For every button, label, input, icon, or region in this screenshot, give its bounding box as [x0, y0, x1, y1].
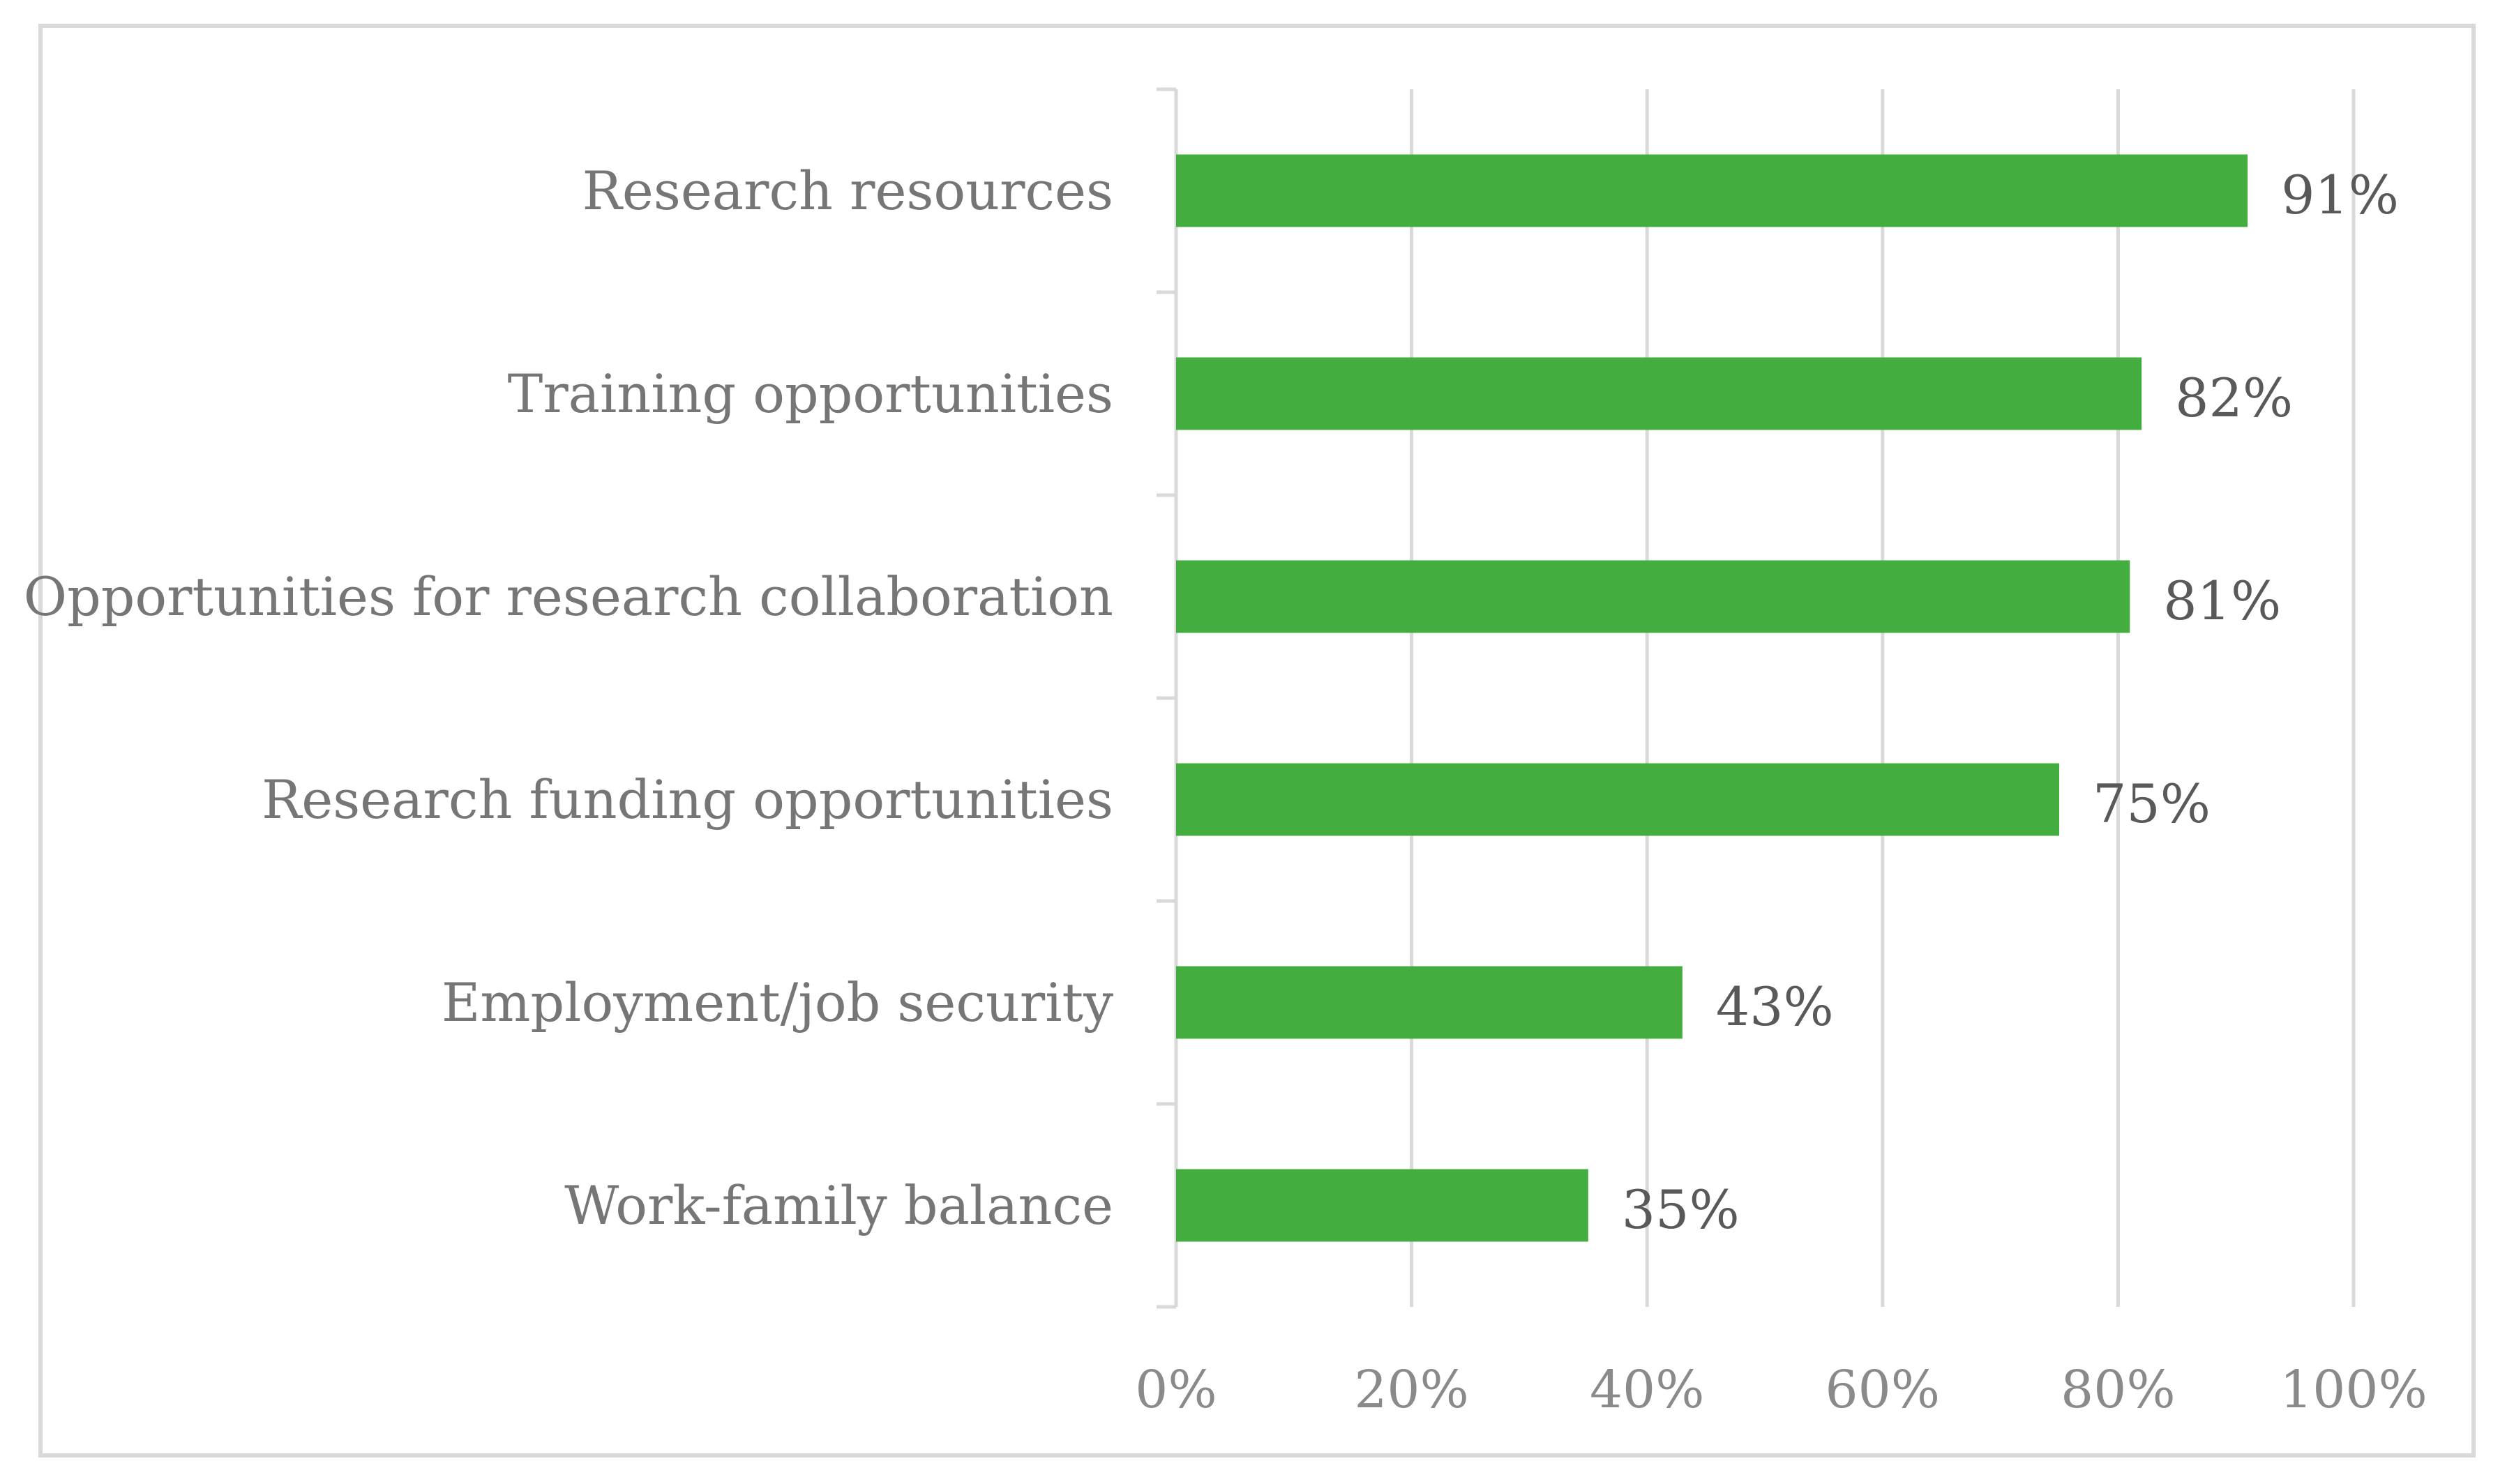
y-axis [1157, 87, 1178, 1309]
category-label: Work-family balance [564, 1174, 1113, 1236]
bar [1176, 154, 2248, 227]
data-label: 91% [2281, 164, 2399, 226]
bars [1176, 154, 2248, 1242]
data-label: 43% [1716, 976, 1834, 1038]
bar [1176, 1169, 1588, 1242]
data-label: 75% [2093, 773, 2211, 835]
x-tick-label: 60% [1826, 1360, 1940, 1420]
x-tick-label: 20% [1354, 1360, 1468, 1420]
data-label: 81% [2163, 570, 2281, 632]
bar [1176, 560, 2130, 633]
category-label: Research resources [582, 160, 1113, 222]
data-labels: 91% 82% 81% 75% 43% 35% [1622, 164, 2399, 1241]
category-label: Research funding opportunities [262, 768, 1113, 831]
x-tick-label: 100% [2280, 1360, 2428, 1420]
gridlines [1410, 89, 2356, 1307]
x-tick-label: 0% [1135, 1360, 1217, 1420]
category-label: Opportunities for research collaboration [24, 566, 1113, 628]
category-labels: Research resources Training opportunities… [24, 160, 1113, 1236]
data-label: 82% [2175, 367, 2293, 429]
data-label: 35% [1622, 1179, 1740, 1241]
bar [1176, 357, 2142, 430]
x-tick-label: 40% [1590, 1360, 1704, 1420]
x-tick-labels: 0% 20% 40% 60% 80% 100% [1135, 1360, 2427, 1420]
category-label: Employment/job security [442, 971, 1113, 1034]
category-label: Training opportunities [508, 363, 1113, 425]
x-tick-label: 80% [2061, 1360, 2175, 1420]
bar [1176, 763, 2059, 836]
bar [1176, 966, 1683, 1039]
